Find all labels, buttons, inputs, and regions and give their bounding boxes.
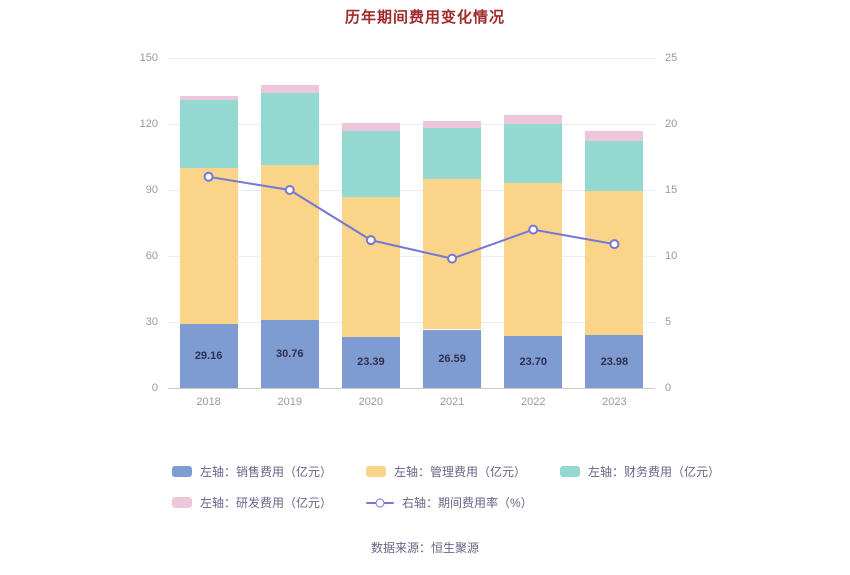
line-marker: [447, 253, 458, 264]
legend-item-finance[interactable]: 左轴：财务费用（亿元）: [560, 463, 720, 480]
x-axis-label: 2020: [358, 396, 384, 408]
x-axis-label: 2021: [439, 396, 465, 408]
legend-label: 右轴：期间费用率（%）: [402, 496, 533, 510]
bar-rd-2018: [179, 96, 238, 100]
y-axis-right-tick: 0: [665, 382, 672, 394]
line-marker: [528, 224, 539, 235]
legend-item-rd[interactable]: 左轴：研发费用（亿元）: [172, 494, 332, 511]
legend-label: 左轴：管理费用（亿元）: [394, 465, 527, 479]
gridline: [168, 255, 655, 257]
bar-value-label: 23.98: [600, 355, 629, 368]
y-axis-left-tick: 60: [145, 250, 158, 262]
x-axis-line: [168, 387, 655, 389]
x-axis-label: 2022: [520, 396, 546, 408]
gridline: [168, 123, 655, 125]
x-axis-label: 2023: [602, 396, 627, 408]
y-axis-left-tick: 30: [145, 316, 158, 328]
bar-management-2020: [341, 196, 400, 337]
line-marker: [284, 185, 295, 195]
bar-rd-2021: [423, 120, 482, 129]
legend: 左轴：销售费用（亿元） 左轴：管理费用（亿元） 左轴：财务费用（亿元） 左轴：研发费用…: [172, 463, 732, 511]
y-axis-right-tick: 10: [665, 250, 678, 262]
bar-management-2022: [504, 183, 563, 336]
y-axis-left-tick: 120: [139, 118, 158, 130]
bar-sales-2023: 23.98: [585, 335, 644, 388]
bar-value-label: 26.59: [438, 352, 466, 365]
bar-management-2023: [585, 191, 644, 336]
bar-finance-2022: [504, 124, 563, 184]
legend-item-line[interactable]: 右轴：期间费用率（%）: [366, 494, 533, 511]
x-axis-label: 2019: [277, 396, 302, 408]
bar-rd-2022: [504, 115, 563, 124]
data-source: 数据来源：恒生聚源: [370, 541, 479, 555]
line-marker: [609, 239, 620, 250]
bar-finance-2021: [423, 128, 482, 180]
bar-value-label: 30.76: [275, 348, 304, 361]
line-legend-marker-icon: [366, 497, 395, 508]
legend-item-management[interactable]: 左轴：管理费用（亿元）: [366, 463, 526, 480]
y-axis-left-tick: 90: [145, 184, 158, 196]
bar-rd-2023: [585, 130, 644, 141]
legend-label: 左轴：销售费用（亿元）: [200, 465, 333, 479]
gridline: [168, 321, 655, 323]
gridline: [168, 57, 655, 59]
bar-finance-2020: [341, 130, 400, 197]
legend-swatch-icon: [172, 466, 192, 477]
y-axis-right-tick: 20: [665, 118, 678, 130]
legend-item-sales[interactable]: 左轴：销售费用（亿元）: [172, 463, 332, 480]
bar-finance-2018: [179, 99, 238, 168]
line-marker: [203, 171, 214, 182]
bar-sales-2019: 30.76: [260, 320, 319, 388]
bar-finance-2023: [585, 140, 644, 192]
bar-value-label: 29.16: [194, 349, 223, 362]
bar-sales-2020: 23.39: [341, 336, 400, 388]
expense-ratio-line: [203, 171, 620, 264]
legend-swatch-icon: [560, 466, 581, 477]
bar-finance-2019: [260, 92, 319, 166]
x-axis-label: 2018: [196, 396, 221, 408]
y-axis-right-tick: 15: [665, 184, 678, 196]
gridline: [168, 189, 655, 191]
bar-rd-2020: [341, 122, 400, 131]
chart-title: 历年期间费用变化情况: [344, 9, 505, 26]
bar-sales-2022: 23.70: [504, 335, 563, 388]
y-axis-right-tick: 25: [665, 52, 678, 64]
bar-value-label: 23.39: [357, 356, 385, 369]
bar-sales-2021: 26.59: [423, 329, 482, 388]
y-axis-left-tick: 150: [139, 52, 158, 64]
legend-label: 左轴：研发费用（亿元）: [200, 496, 333, 510]
legend-row: 左轴：销售费用（亿元） 左轴：管理费用（亿元） 左轴：财务费用（亿元）: [172, 463, 732, 480]
bar-sales-2018: 29.16: [179, 323, 238, 388]
line-marker: [365, 235, 376, 246]
y-axis-left-tick: 0: [151, 382, 158, 394]
legend-row: 左轴：研发费用（亿元） 右轴：期间费用率（%）: [172, 494, 732, 511]
bar-rd-2019: [260, 84, 319, 93]
legend-label: 左轴：财务费用（亿元）: [588, 465, 721, 479]
legend-swatch-icon: [366, 466, 387, 477]
bar-value-label: 23.70: [519, 355, 548, 368]
y-axis-right-tick: 5: [665, 316, 672, 328]
legend-swatch-icon: [172, 497, 192, 508]
bar-management-2018: [179, 167, 238, 324]
